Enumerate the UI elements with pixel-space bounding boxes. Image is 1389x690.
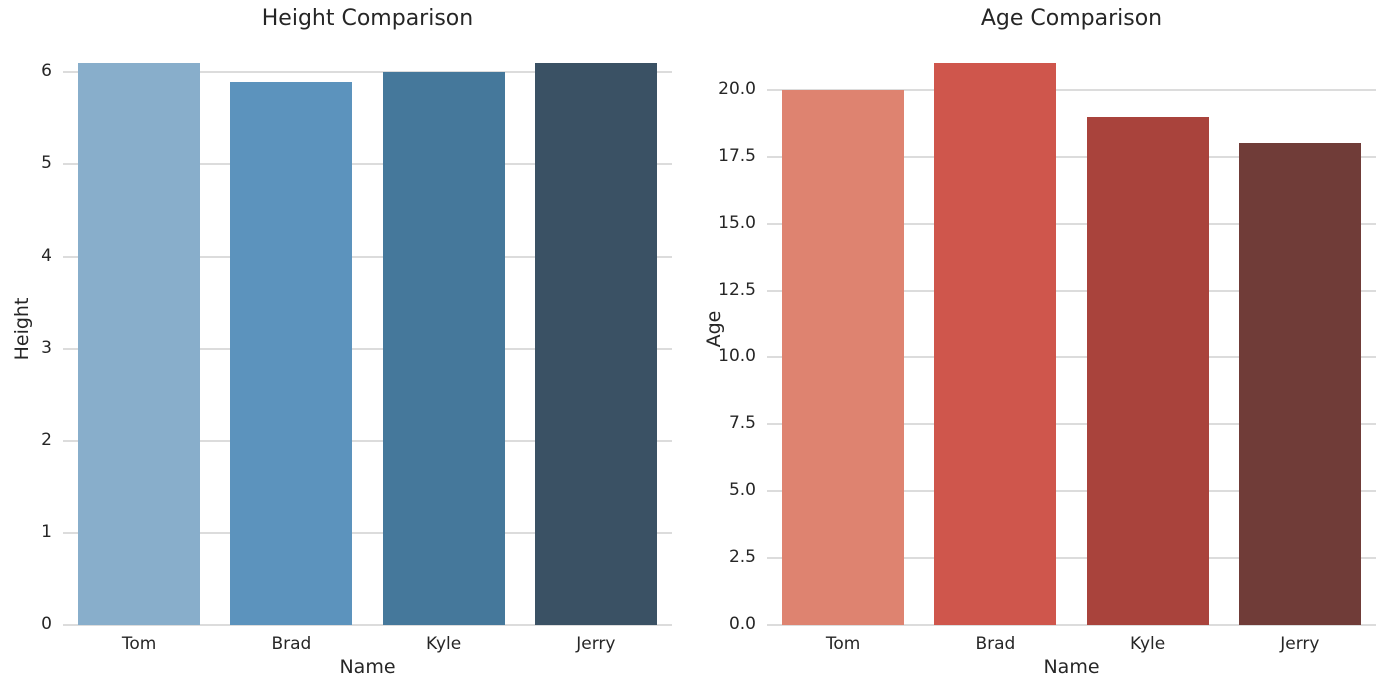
y-tick-label: 0.0 [728,614,756,634]
y-tick-label: 3 [41,337,52,358]
x-tick-label: Brad [975,634,1016,654]
y-tick-label: 20.0 [718,78,756,99]
bar-brad [230,81,353,625]
y-tick-label: 10.0 [718,346,756,367]
gridline [63,624,672,626]
y-tick-label: 2 [41,429,52,450]
plot-area: 0.0 2.5 5.0 7.5 10.0 12.5 15.0 17.5 20.0 Tom Brad K… [695,0,1389,690]
chart-title: Age Comparison [980,6,1163,31]
gridline [767,557,1376,560]
gridline [63,347,672,350]
gridline [63,163,672,166]
gridline [767,88,1376,91]
x-tick-label: Jerry [576,634,616,654]
bar-tom [78,63,201,625]
y-tick-label: 15.0 [718,212,756,233]
bar-kyle [382,72,505,625]
x-tick-label: Brad [271,634,312,654]
x-tick-label: Jerry [1280,634,1320,654]
x-tick-label: Tom [825,634,861,654]
gridline [63,531,672,534]
gridline [63,439,672,442]
gridline [63,255,672,258]
y-tick-label: 4 [41,245,52,266]
gridline [767,624,1376,626]
x-tick-label: Kyle [426,634,462,654]
y-tick-label: 12.5 [718,279,756,300]
x-axis-label: Name [339,656,396,678]
y-tick-label: 7.5 [728,413,756,434]
x-axis-label: Name [1043,656,1100,678]
gridline [767,356,1376,359]
y-tick-label: 5.0 [728,480,756,501]
y-tick-label: 5 [41,153,52,174]
gridline [767,289,1376,292]
y-tick-label: 2.5 [728,547,756,568]
gridline [63,71,672,74]
gridline [767,222,1376,225]
chart-title: Height Comparison [261,6,474,31]
x-tick-label: Kyle [1130,634,1166,654]
y-tick-label: 6 [41,61,52,82]
bar-kyle [1086,116,1209,625]
bar-jerry [534,63,657,625]
gridline [767,423,1376,426]
bar-tom [782,89,905,625]
y-tick-label: 1 [41,521,52,542]
plot-area: 0 1 2 3 4 5 6 Tom Brad Kyle Jerry [0,0,694,690]
bar-brad [934,63,1057,625]
chart-age-comparison: Age Comparison 0.0 2.5 5.0 7.5 10.0 12.5 15.0 1… [695,0,1389,690]
gridline [767,155,1376,158]
bar-jerry [1238,143,1361,625]
gridline [767,490,1376,493]
y-tick-label: 0 [41,614,52,634]
x-tick-label: Tom [121,634,157,654]
chart-height-comparison: Height Comparison 0 1 2 3 4 5 6 Tom Brad Kyle Jerr… [0,0,694,690]
y-tick-label: 17.5 [718,145,756,166]
